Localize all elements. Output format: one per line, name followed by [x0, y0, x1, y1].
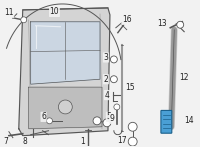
- Text: 4: 4: [104, 91, 109, 100]
- Text: 16: 16: [122, 15, 132, 24]
- Circle shape: [128, 122, 137, 131]
- Circle shape: [93, 117, 101, 125]
- Text: 15: 15: [125, 83, 135, 92]
- Circle shape: [47, 118, 52, 124]
- Polygon shape: [19, 8, 110, 136]
- Text: 8: 8: [22, 137, 27, 146]
- Circle shape: [128, 137, 137, 146]
- Circle shape: [58, 100, 72, 114]
- Circle shape: [177, 21, 184, 28]
- Circle shape: [110, 76, 117, 83]
- Text: 5: 5: [106, 112, 111, 121]
- Text: 3: 3: [104, 53, 108, 62]
- Text: 11: 11: [4, 8, 14, 17]
- Text: 7: 7: [3, 137, 8, 146]
- Text: 13: 13: [158, 19, 167, 28]
- Text: 10: 10: [50, 7, 59, 16]
- Text: 17: 17: [117, 136, 127, 145]
- Text: 2: 2: [104, 75, 108, 84]
- Text: 6: 6: [41, 112, 46, 121]
- Text: 1: 1: [80, 137, 85, 146]
- Text: 12: 12: [179, 73, 189, 82]
- Text: 14: 14: [184, 116, 194, 125]
- Polygon shape: [31, 22, 100, 84]
- Circle shape: [110, 56, 117, 63]
- FancyBboxPatch shape: [161, 110, 172, 133]
- Polygon shape: [29, 87, 102, 129]
- Circle shape: [114, 104, 120, 110]
- Circle shape: [21, 17, 27, 23]
- Text: 9: 9: [109, 114, 114, 123]
- Circle shape: [103, 119, 111, 127]
